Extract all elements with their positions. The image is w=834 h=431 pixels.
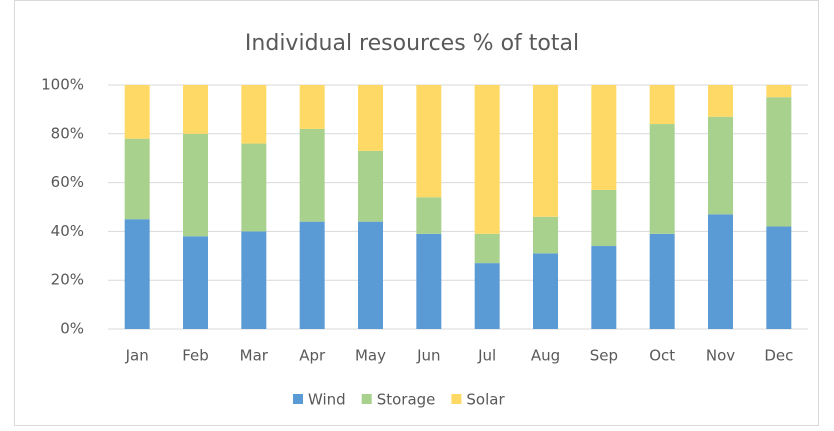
bar-segment [241,143,267,232]
y-tick-label: 60% [51,173,84,191]
x-tick-label: Nov [706,347,735,365]
bar-segment [766,85,792,98]
bar-segment [766,226,792,329]
bar-segment [416,197,442,234]
bar-segment [649,233,675,329]
bar-segment [241,85,267,144]
x-tick-label: Jan [125,347,149,365]
bar-segment [649,85,675,125]
bar-segment [183,236,208,329]
x-tick-label: May [355,347,386,365]
bar-segment [299,221,325,329]
bar-segment [533,253,558,329]
y-tick-label: 80% [51,124,84,142]
bar-segment [474,85,500,234]
x-tick-label: Jul [477,347,496,365]
bar-segment [124,219,150,329]
bar-segment [708,116,733,215]
bar-segment [533,216,558,254]
x-tick-label: Dec [764,347,793,365]
bar-segment [183,133,208,237]
chart-title: Individual resources % of total [245,31,579,56]
bar-segment [708,85,733,117]
y-tick-label: 100% [41,76,84,94]
bar-segment [124,138,150,220]
legend-label: Wind [308,391,346,409]
y-tick-label: 20% [51,271,84,289]
bar-segment [416,233,442,329]
legend-swatch [451,394,462,404]
bar-segment [299,85,325,129]
x-tick-label: Sep [590,347,618,365]
bar-segment [358,221,383,329]
x-tick-label: Oct [649,347,675,365]
bar-segment [474,233,500,264]
bar-segment [649,124,675,234]
x-tick-label: Mar [240,347,269,365]
bar-segment [474,263,500,329]
x-tick-label: Feb [182,347,209,365]
bar-segment [591,85,617,190]
x-tick-label: Jun [416,347,440,365]
bar-segment [766,97,792,227]
bar-segment [124,85,150,139]
legend-swatch [361,394,372,404]
y-tick-label: 0% [60,320,84,338]
bar-segment [358,85,383,151]
legend-label: Storage [377,391,436,409]
legend-label: Solar [466,391,505,409]
bar-segment [358,150,383,222]
bar-segment [533,85,558,217]
bar-segment [241,231,267,329]
bar-segment [183,85,208,134]
y-tick-label: 40% [51,222,84,240]
legend-swatch [293,394,303,404]
bar-segment [299,128,325,222]
bar-segment [416,85,442,198]
x-tick-label: Apr [299,347,326,365]
bar-segment [708,214,733,329]
bar-segment [591,246,617,329]
bar-segment [591,189,617,247]
x-tick-label: Aug [531,347,560,365]
